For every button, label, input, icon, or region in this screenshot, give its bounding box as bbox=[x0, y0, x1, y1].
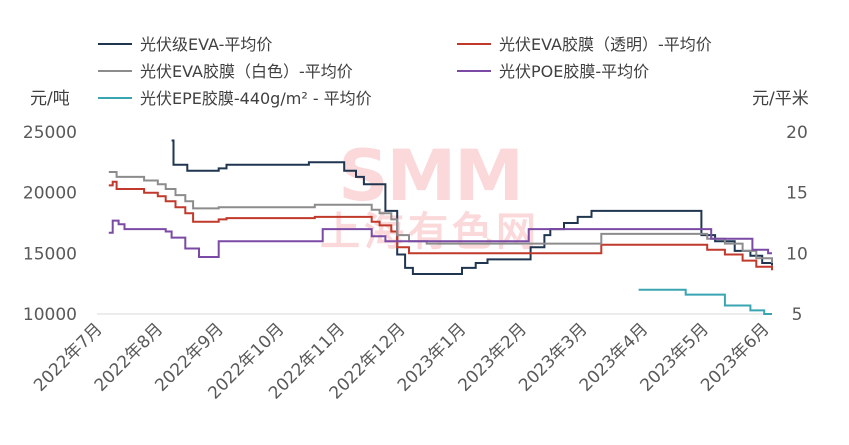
right-y-ticks: 20 15 10 5 bbox=[786, 123, 808, 325]
left-y-tick-label: 15000 bbox=[23, 244, 77, 264]
x-ticks: 2022年7月2022年8月2022年9月2022年10月2022年11月202… bbox=[30, 319, 773, 403]
left-y-ticks: 25000 20000 15000 10000 bbox=[23, 123, 77, 325]
legend-label-eva-film-white: 光伏EVA胶膜（白色）-平均价 bbox=[140, 62, 353, 81]
legend-label-eva-resin: 光伏级EVA-平均价 bbox=[140, 35, 272, 54]
right-y-tick-label: 20 bbox=[786, 123, 808, 143]
watermark: SMM 上海有色网 bbox=[320, 135, 536, 255]
right-y-tick-label: 10 bbox=[786, 244, 808, 264]
series-line-3 bbox=[108, 219, 772, 258]
series-line-2 bbox=[108, 171, 773, 263]
left-y-tick-label: 20000 bbox=[23, 184, 77, 204]
legend: 光伏级EVA-平均价 光伏EVA胶膜（透明）-平均价 光伏EVA胶膜（白色）-平… bbox=[98, 35, 712, 108]
left-y-tick-label: 10000 bbox=[23, 305, 77, 325]
legend-label-poe-film: 光伏POE胶膜-平均价 bbox=[499, 62, 649, 81]
series-line-1 bbox=[108, 180, 773, 271]
series-line-0 bbox=[171, 139, 773, 275]
legend-label-epe-film: 光伏EPE胶膜-440g/m² - 平均价 bbox=[140, 89, 372, 108]
left-axis-unit: 元/吨 bbox=[30, 89, 70, 109]
right-y-tick-label: 15 bbox=[786, 184, 808, 204]
left-y-tick-label: 25000 bbox=[23, 123, 77, 143]
right-axis-unit: 元/平米 bbox=[752, 89, 809, 109]
legend-label-eva-film-clear: 光伏EVA胶膜（透明）-平均价 bbox=[499, 35, 712, 54]
right-y-tick-label: 5 bbox=[792, 305, 803, 325]
watermark-logo: SMM bbox=[338, 135, 522, 217]
series-lines bbox=[108, 139, 773, 315]
series-line-4 bbox=[638, 288, 772, 315]
